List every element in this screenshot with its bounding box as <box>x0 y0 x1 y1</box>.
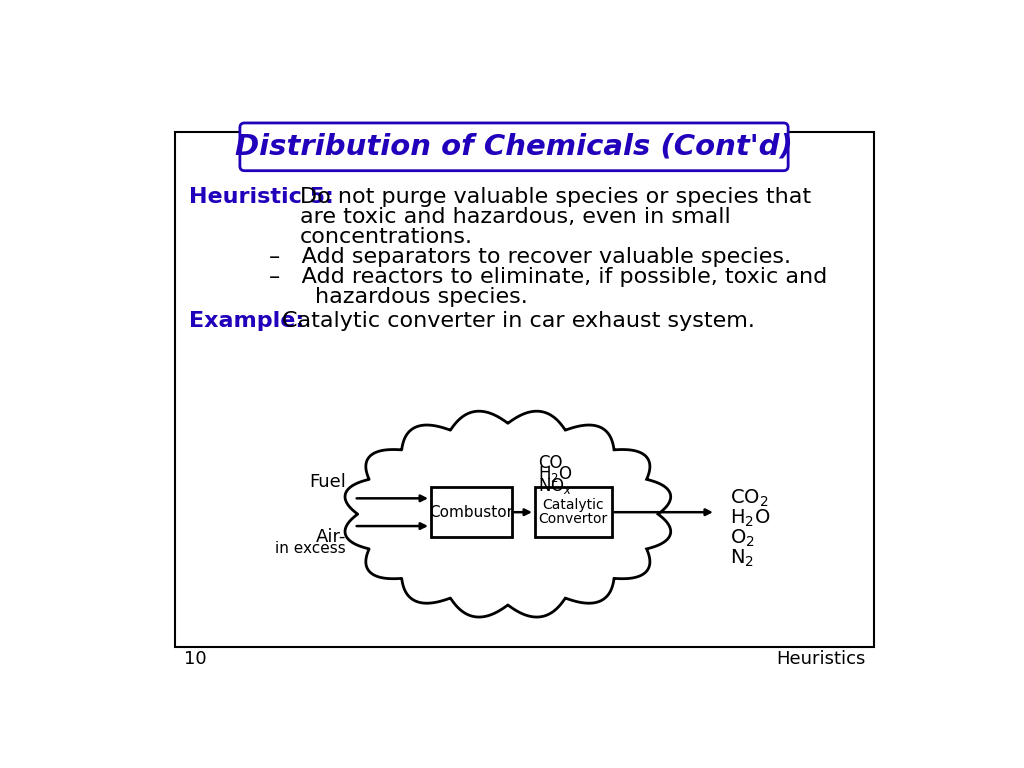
Text: Catalytic converter in car exhaust system.: Catalytic converter in car exhaust syste… <box>283 311 755 331</box>
Text: in excess: in excess <box>275 541 346 557</box>
Text: Example:: Example: <box>189 311 304 331</box>
FancyBboxPatch shape <box>535 487 611 538</box>
Text: Do not purge valuable species or species that: Do not purge valuable species or species… <box>300 187 811 207</box>
Text: are toxic and hazardous, even in small: are toxic and hazardous, even in small <box>300 207 731 227</box>
Text: O$_2$: O$_2$ <box>730 528 755 549</box>
Text: Air-: Air- <box>315 528 346 545</box>
Text: CO: CO <box>538 454 562 472</box>
Text: CO$_2$: CO$_2$ <box>730 488 768 509</box>
Text: H$_2$O: H$_2$O <box>538 464 572 484</box>
Text: hazardous species.: hazardous species. <box>315 287 528 307</box>
Text: Convertor: Convertor <box>539 512 608 526</box>
Text: N$_2$: N$_2$ <box>730 548 754 569</box>
FancyBboxPatch shape <box>240 123 788 170</box>
Text: Heuristic 5:: Heuristic 5: <box>189 187 334 207</box>
Polygon shape <box>345 411 671 617</box>
Text: Distribution of Chemicals (Cont'd): Distribution of Chemicals (Cont'd) <box>236 132 793 160</box>
Text: Fuel: Fuel <box>309 472 346 491</box>
Text: Catalytic: Catalytic <box>543 498 604 512</box>
Text: NO$_x$: NO$_x$ <box>538 476 572 496</box>
Text: Combustor: Combustor <box>429 505 513 520</box>
Text: –   Add reactors to eliminate, if possible, toxic and: – Add reactors to eliminate, if possible… <box>269 267 827 287</box>
Text: Heuristics: Heuristics <box>776 650 865 668</box>
Text: –   Add separators to recover valuable species.: – Add separators to recover valuable spe… <box>269 247 792 267</box>
Text: 10: 10 <box>184 650 207 668</box>
Text: H$_2$O: H$_2$O <box>730 508 770 529</box>
FancyBboxPatch shape <box>175 132 874 647</box>
FancyBboxPatch shape <box>431 487 512 538</box>
Text: concentrations.: concentrations. <box>300 227 473 247</box>
